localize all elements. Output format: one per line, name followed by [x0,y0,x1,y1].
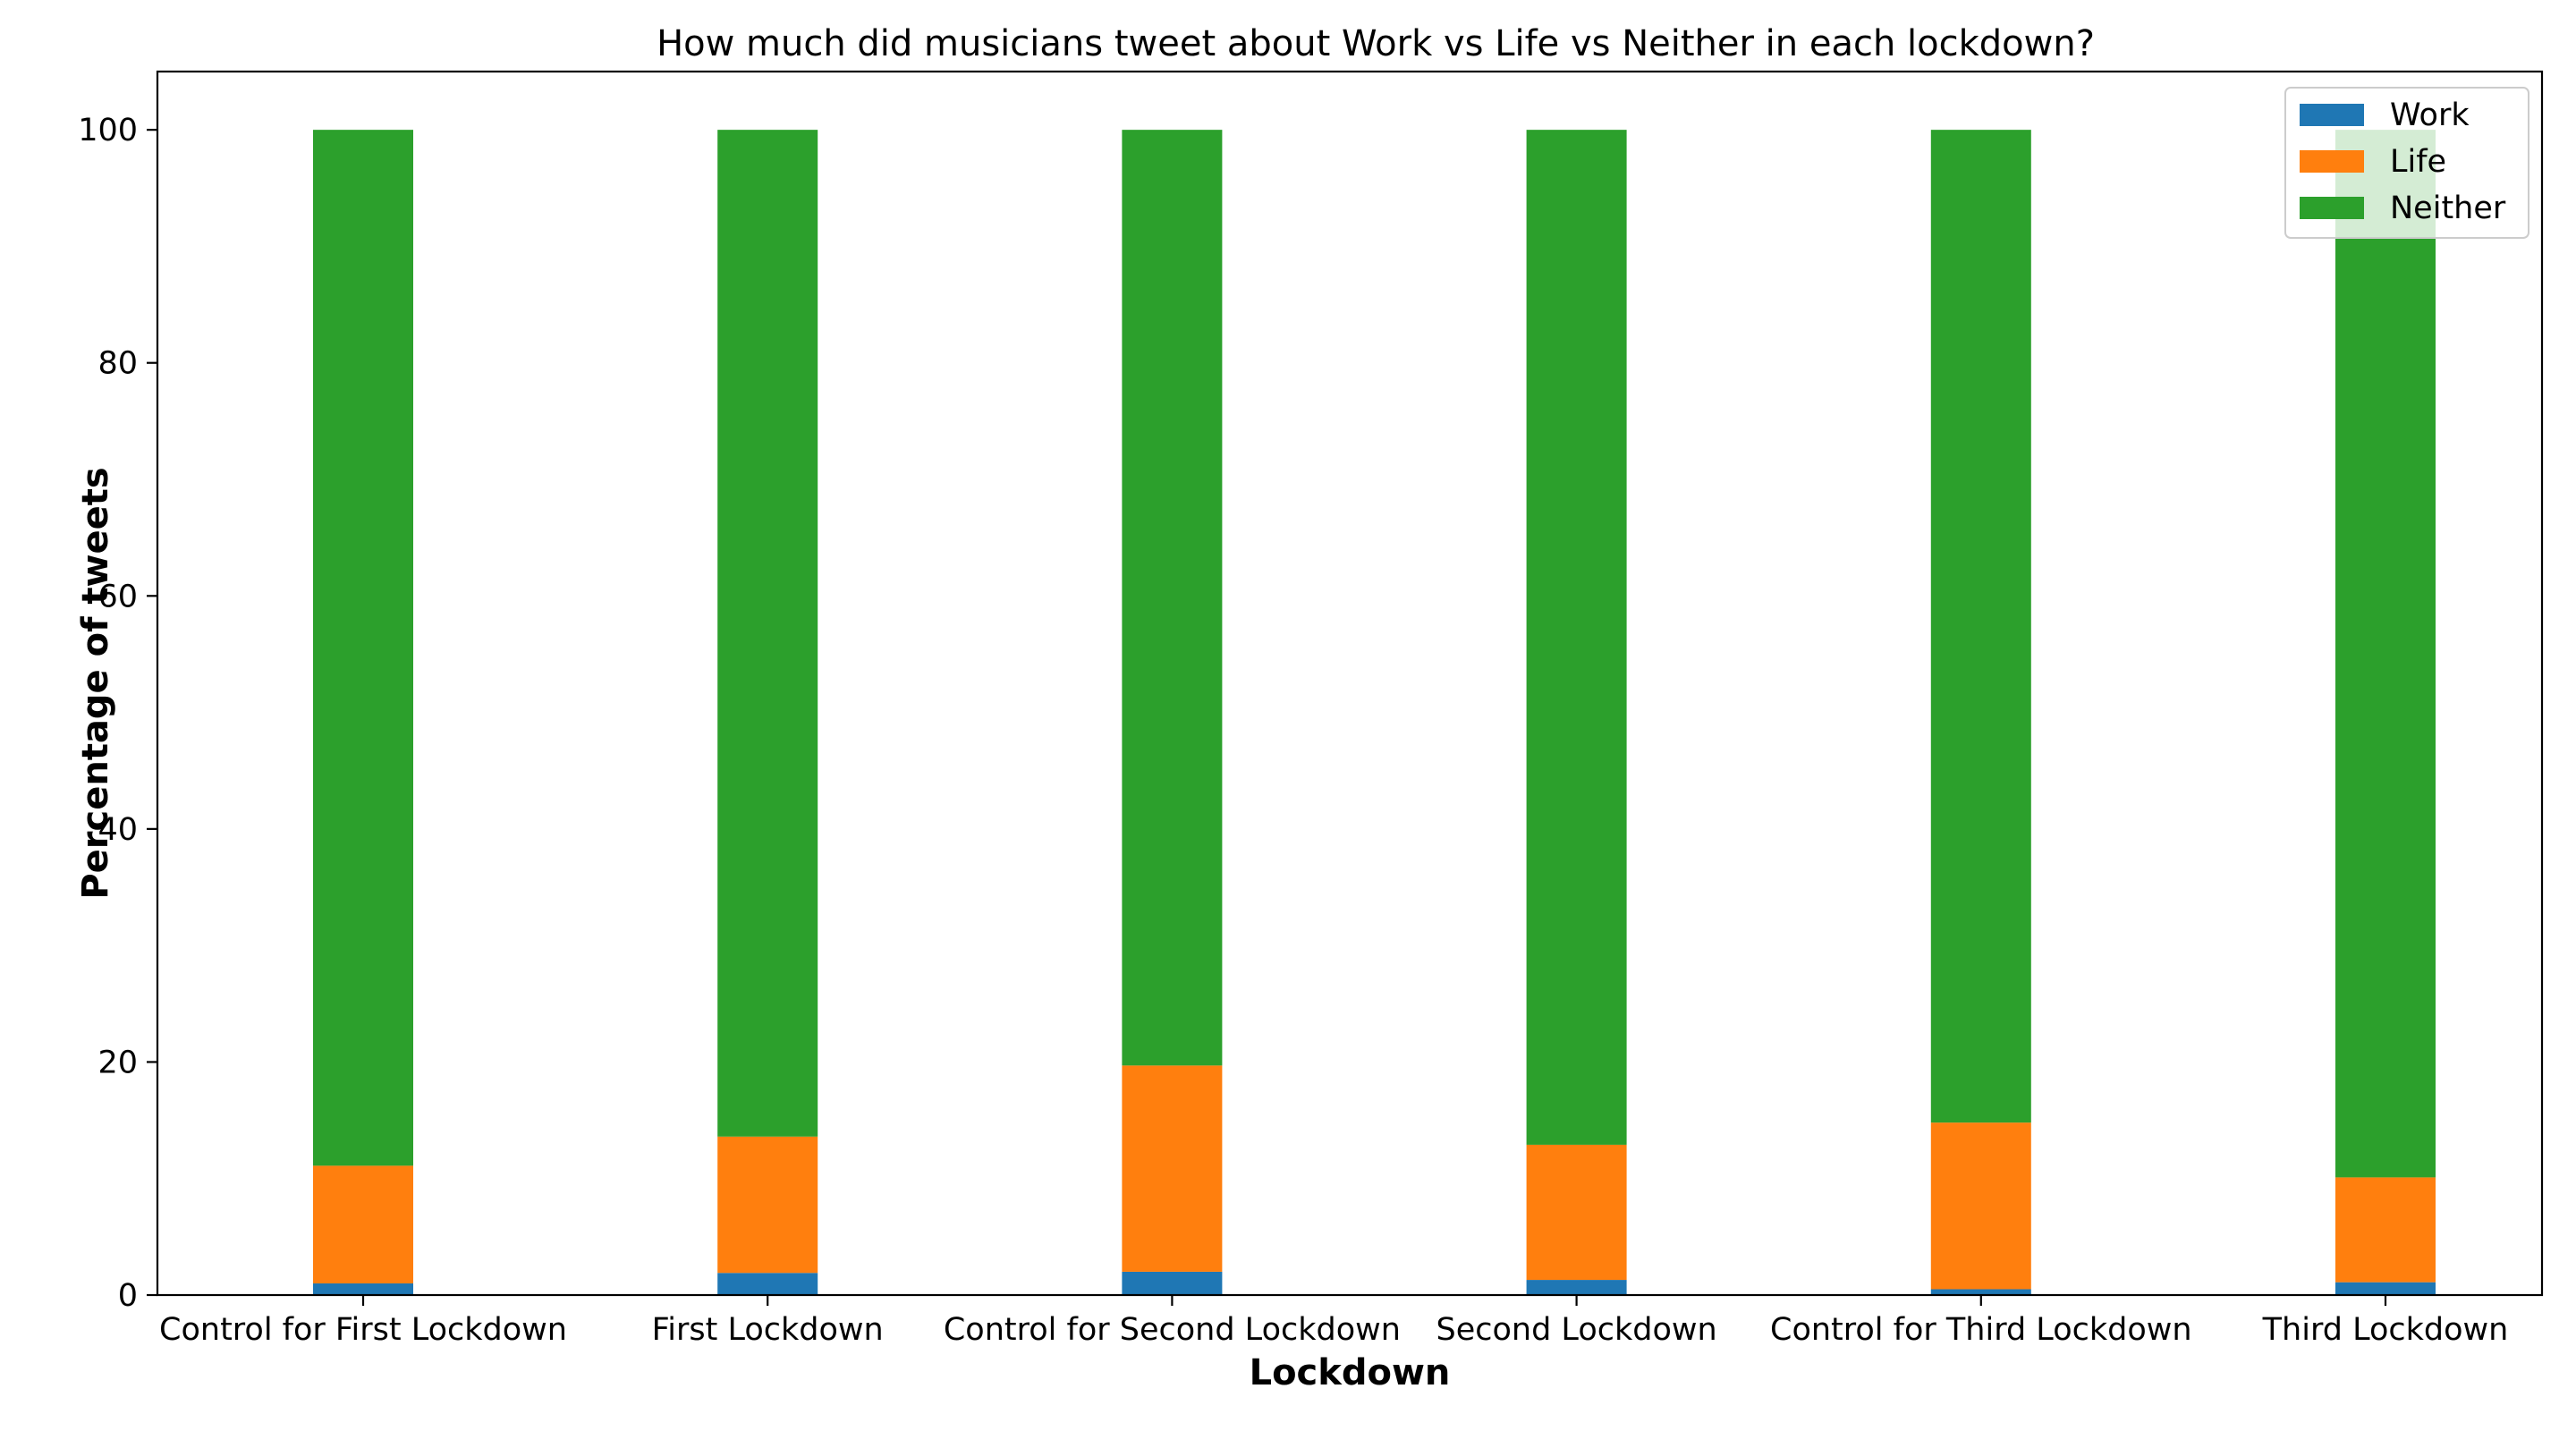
bar-neither-control-for-third-lockdown [1930,130,2031,1123]
x-tick-label: Control for First Lockdown [159,1312,567,1348]
legend-swatch-work [2300,104,2364,126]
bar-life-control-for-third-lockdown [1930,1122,2031,1290]
bar-neither-first-lockdown [717,130,818,1137]
y-axis-label: Percentage of tweets [75,467,116,899]
bar-work-control-for-third-lockdown [1930,1289,2031,1295]
bars-group [313,130,2436,1295]
x-axis: Control for First Lockdown First Lockdown… [159,1295,2508,1348]
x-tick-label: First Lockdown [652,1312,884,1348]
bar-work-control-for-first-lockdown [313,1283,413,1295]
legend: Work Life Neither [2284,87,2529,239]
bar-life-first-lockdown [717,1136,818,1274]
legend-swatch-neither [2300,197,2364,219]
chart-title: How much did musicians tweet about Work … [657,23,2095,64]
bar-work-control-for-second-lockdown [1122,1271,1223,1295]
x-tick-label: Control for Third Lockdown [1770,1312,2192,1348]
y-tick-label: 40 [97,812,138,848]
bar-work-third-lockdown [2335,1282,2436,1295]
legend-label-work: Work [2390,97,2470,133]
plot-frame [156,70,2544,1297]
bar-life-control-for-second-lockdown [1122,1065,1223,1272]
legend-label-life: Life [2390,144,2446,180]
y-tick-label: 60 [97,579,138,614]
bar-neither-control-for-second-lockdown [1122,130,1223,1066]
bar-life-third-lockdown [2335,1177,2436,1283]
bar-neither-second-lockdown [1526,130,1627,1145]
legend-label-neither: Neither [2390,191,2506,226]
bar-work-first-lockdown [717,1273,818,1295]
bar-life-control-for-first-lockdown [313,1165,413,1283]
bar-work-second-lockdown [1526,1280,1627,1295]
y-tick-label: 0 [118,1278,138,1314]
legend-swatch-life [2300,150,2364,173]
x-tick-label: Third Lockdown [2262,1312,2509,1348]
y-tick-label: 100 [78,113,138,148]
x-tick-label: Control for Second Lockdown [944,1312,1401,1348]
y-tick-label: 80 [97,346,138,382]
x-tick-label: Second Lockdown [1436,1312,1717,1348]
bar-neither-control-for-first-lockdown [313,130,413,1166]
x-axis-label: Lockdown [1250,1352,1451,1393]
y-tick-label: 20 [97,1045,138,1080]
bar-neither-third-lockdown [2335,130,2436,1178]
bar-life-second-lockdown [1526,1144,1627,1281]
y-axis: 0 20 40 60 80 100 [78,113,157,1314]
